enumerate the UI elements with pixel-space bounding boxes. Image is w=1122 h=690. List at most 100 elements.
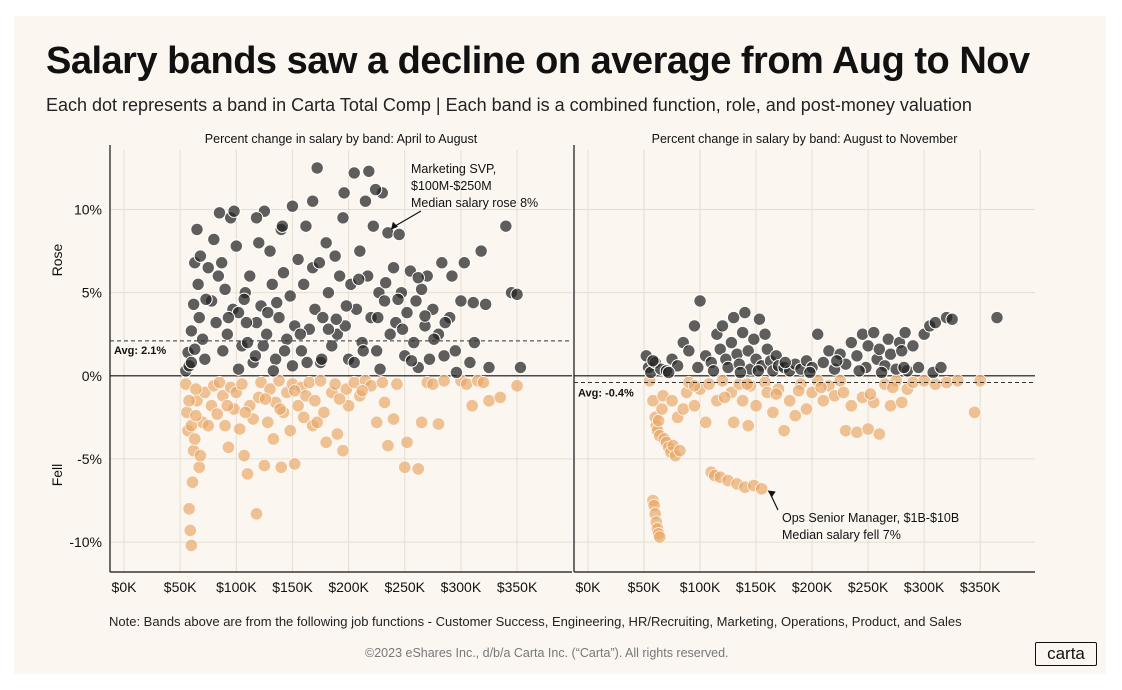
point-fell <box>189 382 203 396</box>
point-rose <box>239 315 254 330</box>
point-rose <box>881 332 895 346</box>
point-fell <box>258 392 273 406</box>
point-fell <box>192 460 206 474</box>
point-fell <box>788 409 802 423</box>
point-fell <box>727 415 741 429</box>
point-fell <box>249 507 264 521</box>
point-fell <box>182 394 196 408</box>
point-fell <box>836 385 851 400</box>
point-rose <box>457 256 471 270</box>
x-tick-label: $350K <box>497 579 538 595</box>
point-fell <box>319 435 333 449</box>
point-rose <box>207 232 221 247</box>
point-rose <box>741 344 755 358</box>
point-rose <box>990 310 1004 325</box>
average-label: Avg: 2.1% <box>114 345 166 357</box>
point-rose <box>369 344 384 358</box>
point-rose <box>366 219 381 233</box>
point-rose <box>883 347 898 361</box>
point-rose <box>409 294 423 308</box>
point-rose <box>897 360 911 375</box>
point-rose <box>248 349 263 363</box>
point-rose <box>294 344 309 358</box>
point-fell <box>967 405 982 419</box>
point-rose <box>190 222 204 237</box>
point-fell <box>718 390 732 405</box>
point-fell <box>715 374 730 388</box>
point-rose <box>277 344 292 358</box>
average-label: Avg: -0.4% <box>578 387 634 399</box>
point-rose <box>227 204 241 218</box>
point-rose <box>319 236 333 250</box>
point-rose <box>482 360 496 375</box>
point-rose <box>778 355 792 370</box>
point-fell <box>210 407 224 421</box>
point-rose <box>263 244 277 258</box>
point-rose <box>329 312 343 326</box>
point-rose <box>852 364 866 378</box>
point-fell <box>328 377 342 391</box>
point-fell <box>400 435 414 449</box>
point-rose <box>378 275 393 290</box>
point-fell <box>951 374 965 388</box>
x-tick-label: $150K <box>736 579 777 595</box>
annotation-text: Marketing SVP, <box>411 162 496 176</box>
point-rose <box>872 342 887 356</box>
point-fell <box>740 377 754 391</box>
point-rose <box>229 239 244 253</box>
point-rose <box>706 364 721 378</box>
point-rose <box>928 315 943 330</box>
point-fell <box>273 402 287 416</box>
point-rose <box>332 269 347 283</box>
point-fell <box>183 523 197 538</box>
point-fell <box>741 419 755 433</box>
point-rose <box>195 332 210 346</box>
point-fell <box>437 374 451 388</box>
point-fell <box>673 444 687 458</box>
point-fell <box>476 375 490 390</box>
rose-label: Rose <box>49 243 65 276</box>
point-rose <box>400 305 414 320</box>
point-rose <box>362 164 376 178</box>
point-rose <box>285 199 300 213</box>
point-fell <box>330 427 344 441</box>
point-rose <box>844 335 859 350</box>
point-rose <box>830 354 844 368</box>
point-fell <box>792 384 806 398</box>
x-tick-label: $300K <box>441 579 482 595</box>
point-fell <box>201 419 215 433</box>
point-rose <box>231 362 246 376</box>
point-rose <box>291 252 305 267</box>
point-fell <box>185 475 200 489</box>
x-tick-label: $100K <box>216 579 257 595</box>
point-fell <box>333 392 347 406</box>
panel-apr-aug: Percent change in salary by band: April … <box>69 132 572 595</box>
point-rose <box>449 365 464 380</box>
point-fell <box>254 375 268 390</box>
point-rose <box>715 319 730 333</box>
point-fell <box>766 405 780 419</box>
point-fell <box>261 415 275 429</box>
point-fell <box>861 422 875 436</box>
point-fell <box>665 394 679 408</box>
point-rose <box>358 194 373 208</box>
point-rose <box>752 312 767 326</box>
panel-aug-nov: Percent change in salary by band: August… <box>573 132 1035 595</box>
point-rose <box>293 327 308 341</box>
point-rose <box>373 362 387 376</box>
point-rose <box>192 310 206 325</box>
point-rose <box>256 339 270 353</box>
point-rose <box>726 310 741 325</box>
point-fell <box>883 399 898 413</box>
point-rose <box>383 327 397 341</box>
point-rose <box>276 265 291 280</box>
point-fell <box>237 449 251 463</box>
point-rose <box>874 365 889 380</box>
point-rose <box>747 332 761 346</box>
point-fell <box>283 424 297 438</box>
x-tick-label: $50K <box>628 579 661 595</box>
point-rose <box>216 344 230 358</box>
point-rose <box>377 294 392 308</box>
point-rose <box>249 211 264 225</box>
point-rose <box>861 339 875 353</box>
